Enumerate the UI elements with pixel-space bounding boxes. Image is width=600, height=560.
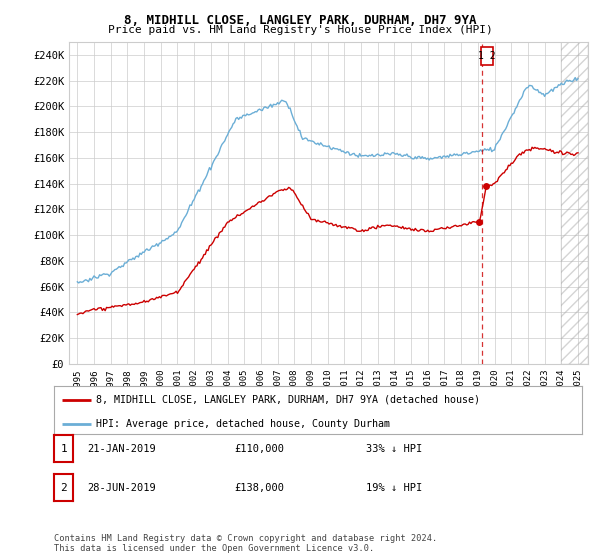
Text: 33% ↓ HPI: 33% ↓ HPI bbox=[366, 444, 422, 454]
FancyBboxPatch shape bbox=[481, 47, 493, 65]
Text: 1: 1 bbox=[60, 444, 67, 454]
Text: 8, MIDHILL CLOSE, LANGLEY PARK, DURHAM, DH7 9YA: 8, MIDHILL CLOSE, LANGLEY PARK, DURHAM, … bbox=[124, 14, 476, 27]
Text: 1 2: 1 2 bbox=[478, 51, 496, 61]
Text: Contains HM Land Registry data © Crown copyright and database right 2024.
This d: Contains HM Land Registry data © Crown c… bbox=[54, 534, 437, 553]
Text: 28-JUN-2019: 28-JUN-2019 bbox=[87, 483, 156, 493]
Text: 2: 2 bbox=[60, 483, 67, 493]
Text: 19% ↓ HPI: 19% ↓ HPI bbox=[366, 483, 422, 493]
Text: 21-JAN-2019: 21-JAN-2019 bbox=[87, 444, 156, 454]
Text: HPI: Average price, detached house, County Durham: HPI: Average price, detached house, Coun… bbox=[96, 418, 390, 428]
Text: £110,000: £110,000 bbox=[234, 444, 284, 454]
Text: £138,000: £138,000 bbox=[234, 483, 284, 493]
Text: Price paid vs. HM Land Registry's House Price Index (HPI): Price paid vs. HM Land Registry's House … bbox=[107, 25, 493, 35]
Text: 8, MIDHILL CLOSE, LANGLEY PARK, DURHAM, DH7 9YA (detached house): 8, MIDHILL CLOSE, LANGLEY PARK, DURHAM, … bbox=[96, 395, 480, 405]
